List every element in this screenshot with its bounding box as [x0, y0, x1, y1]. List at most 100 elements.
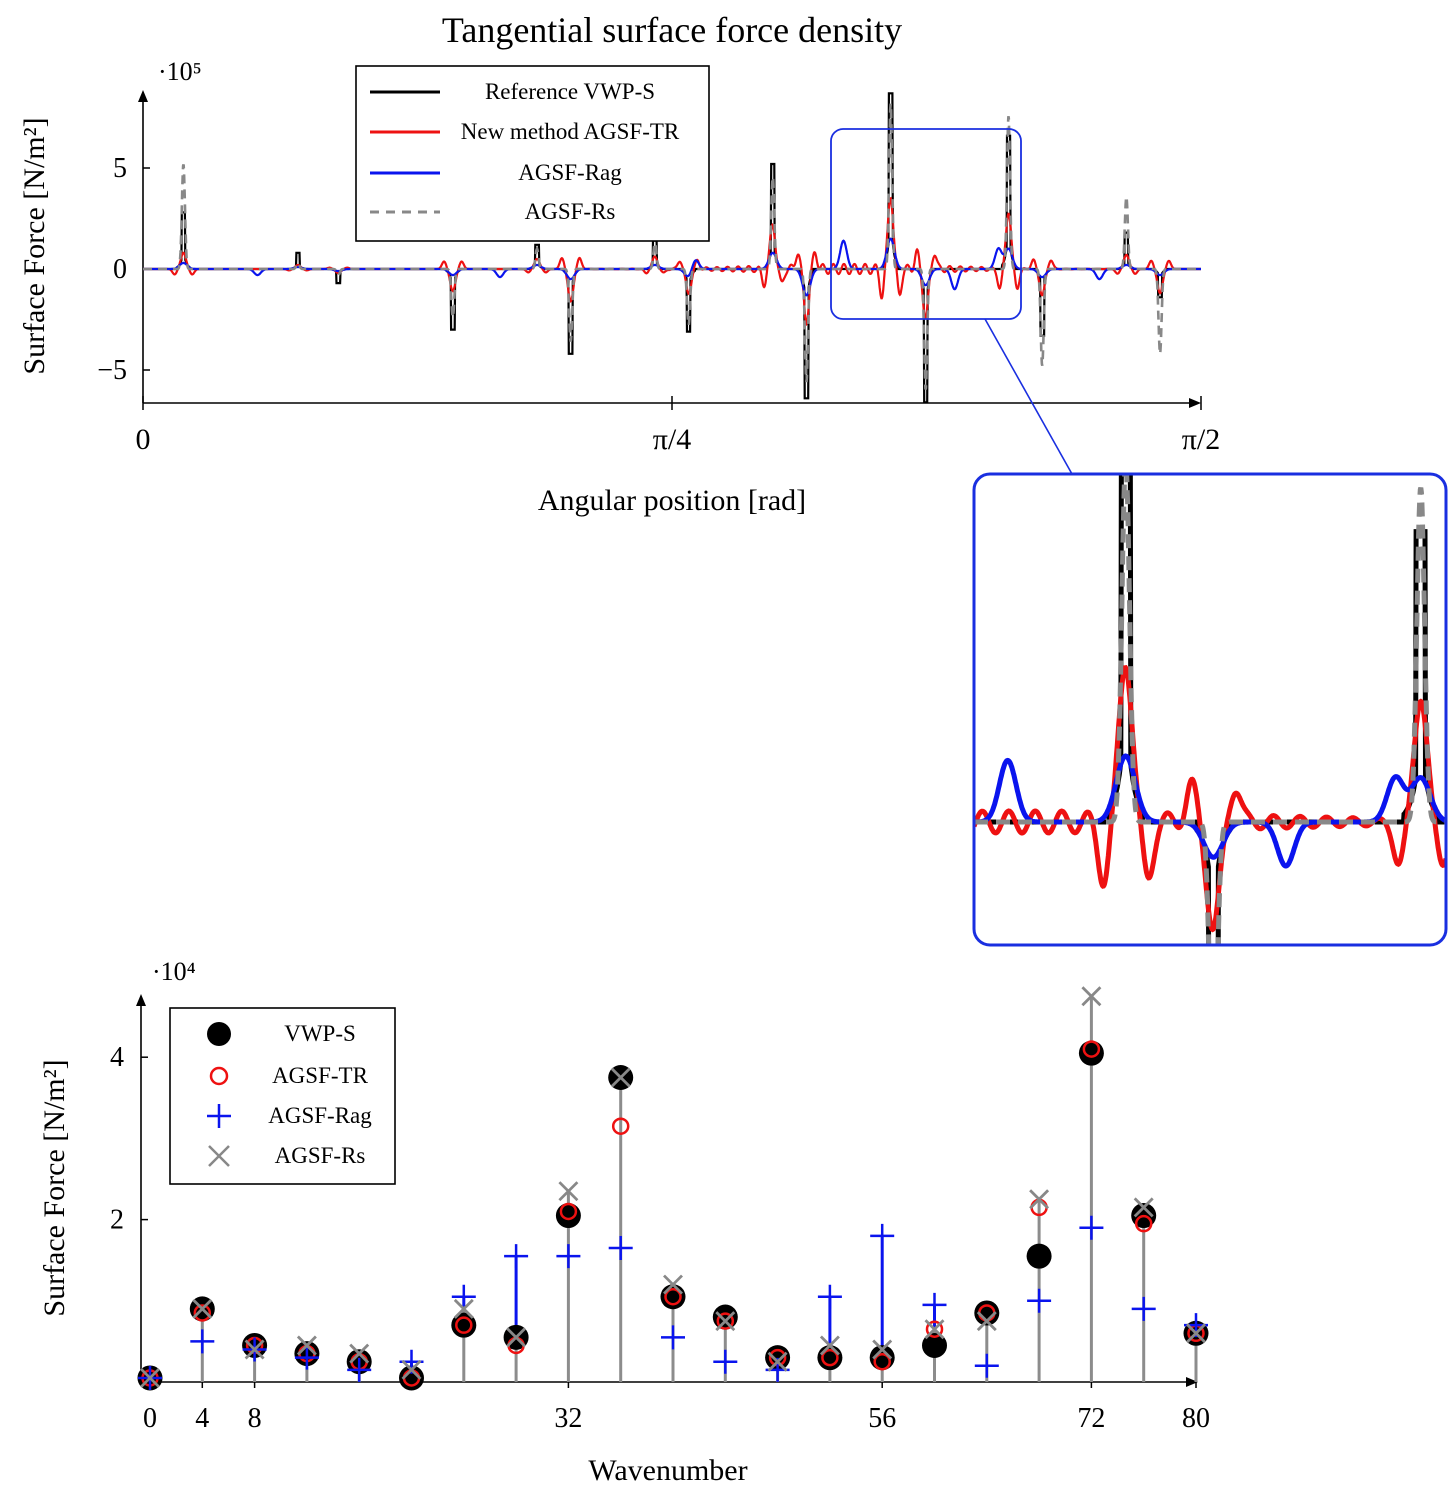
marker-agsftr — [1134, 1214, 1153, 1233]
top-y-tick-label: −5 — [97, 355, 127, 386]
marker-agsftr — [925, 1320, 944, 1338]
top-x-arrow — [1189, 398, 1201, 408]
marker-agsfrag — [1131, 1296, 1156, 1321]
bottom-x-axis-label: Wavenumber — [588, 1454, 747, 1487]
marker-agsfrag — [713, 1349, 738, 1374]
legend-label-vwps: Reference VWP-S — [485, 79, 655, 104]
marker-agsftr — [455, 1316, 473, 1334]
legend-label-agsfrag: AGSF-Rag — [518, 160, 622, 185]
bottom-plot-area — [137, 986, 1209, 1391]
zoom-inset-frame — [972, 472, 1448, 947]
top-y-arrow — [138, 90, 148, 102]
marker-agsfrs — [140, 1367, 160, 1388]
marker-agsfrag — [1079, 1215, 1104, 1240]
marker-agsftr — [664, 1287, 682, 1306]
marker-agsfrs — [610, 1067, 631, 1088]
bottom-x-arrow — [1186, 1377, 1198, 1387]
zoom-connector-line — [984, 318, 1073, 475]
marker-agsftr — [611, 1117, 630, 1135]
marker-agsfrag — [556, 1244, 581, 1269]
marker-agsfrag — [190, 1329, 215, 1354]
marker-agsftr — [1082, 1040, 1101, 1058]
marker-vwps — [922, 1332, 947, 1358]
marker-agsftr — [716, 1312, 735, 1330]
bottom-x-tick-label: 32 — [554, 1403, 582, 1434]
marker-agsfrs — [1186, 1323, 1206, 1344]
bottom-y-tick-label: 2 — [110, 1205, 124, 1236]
series-line-agsfrs — [143, 103, 1201, 390]
marker-agsfrs — [453, 1298, 474, 1319]
marker-agsfrs — [244, 1339, 265, 1360]
bottom-x-tick-label: 72 — [1077, 1403, 1105, 1434]
marker-agsfrag — [974, 1353, 999, 1378]
marker-agsfrag — [817, 1284, 842, 1309]
marker-agsftr — [193, 1304, 212, 1322]
marker-vwps — [451, 1312, 477, 1338]
marker-agsftr — [559, 1202, 578, 1221]
marker-agsfrag — [294, 1345, 319, 1370]
zoom-line-agsfrs — [974, 474, 1446, 945]
top-x-axis-label: Angular position [rad] — [538, 484, 806, 517]
marker-vwps — [555, 1203, 581, 1229]
legend-marker-agsfrag — [207, 1104, 231, 1128]
top-ticks: −5 0 5 0 π/4 π/2 — [97, 153, 1220, 456]
legend-label-agsfrs: AGSF-Rs — [525, 199, 616, 224]
top-y-axis-label: Surface Force [N/m²] — [18, 117, 51, 374]
marker-agsfrs — [296, 1335, 317, 1356]
marker-agsftr — [821, 1348, 839, 1367]
legend-label-agsftr-b: AGSF-TR — [272, 1063, 369, 1088]
marker-agsfrag — [922, 1292, 947, 1317]
bottom-y-arrow — [136, 994, 146, 1006]
top-x-tick-label: π/2 — [1182, 423, 1220, 456]
zoom-inset-plot — [974, 474, 1446, 945]
marker-agsfrag — [661, 1325, 685, 1350]
marker-agsfrs — [715, 1311, 736, 1332]
marker-agsfrag — [347, 1357, 372, 1382]
top-plot-area — [143, 92, 1201, 404]
top-y-tick-label: 0 — [113, 254, 127, 285]
marker-agsfrag — [870, 1223, 895, 1248]
marker-agsfrs — [192, 1298, 213, 1319]
marker-agsfrs — [349, 1343, 370, 1364]
marker-agsftr — [873, 1352, 891, 1371]
top-x-tick-label: 0 — [136, 423, 151, 456]
bottom-x-tick-label: 4 — [195, 1403, 209, 1434]
marker-agsfrs — [872, 1339, 893, 1360]
top-axes — [138, 90, 1201, 408]
marker-agsfrs — [1133, 1197, 1154, 1218]
top-x-tick-label: π/4 — [653, 423, 691, 456]
marker-agsfrag — [608, 1236, 633, 1261]
bottom-axes — [136, 994, 1198, 1387]
marker-agsfrs — [506, 1327, 527, 1348]
top-legend: Reference VWP-S New method AGSF-TR AGSF-… — [355, 65, 710, 242]
marker-agsfrs — [924, 1319, 945, 1340]
marker-vwps — [1026, 1243, 1052, 1269]
bottom-ticks: 2 4 0 4 8 32 56 72 80 — [110, 1042, 1210, 1434]
bottom-legend: VWP-S AGSF-TR AGSF-Rag AGSF-Rs — [169, 1007, 396, 1185]
legend-marker-agsfrs — [208, 1145, 230, 1167]
marker-vwps — [765, 1345, 791, 1371]
top-legend-box — [355, 65, 710, 242]
marker-vwps — [712, 1304, 738, 1330]
top-y-scale-label: ·10⁵ — [158, 57, 202, 86]
bottom-x-tick-label: 56 — [868, 1403, 896, 1434]
marker-vwps — [399, 1365, 424, 1391]
marker-agsfrs — [1029, 1189, 1050, 1210]
marker-agsfrs — [401, 1359, 422, 1380]
legend-label-agsfrag-b: AGSF-Rag — [268, 1103, 372, 1128]
bottom-y-tick-label: 4 — [110, 1042, 124, 1073]
bottom-y-scale-label: ·10⁴ — [152, 957, 196, 986]
series-line-agsfrag — [143, 237, 1201, 297]
marker-agsfrs — [1081, 986, 1102, 1007]
bottom-x-tick-label: 80 — [1182, 1403, 1210, 1434]
legend-marker-agsftr — [209, 1066, 229, 1086]
top-y-tick-label: 5 — [113, 153, 127, 184]
marker-vwps — [1078, 1040, 1104, 1066]
marker-agsfrag — [451, 1284, 476, 1309]
marker-agsfrag — [504, 1244, 529, 1269]
marker-agsfrag — [1027, 1288, 1052, 1313]
marker-agsfrs — [558, 1181, 579, 1202]
legend-label-agsfrs-b: AGSF-Rs — [275, 1143, 366, 1168]
legend-label-vwps-b: VWP-S — [284, 1021, 356, 1046]
